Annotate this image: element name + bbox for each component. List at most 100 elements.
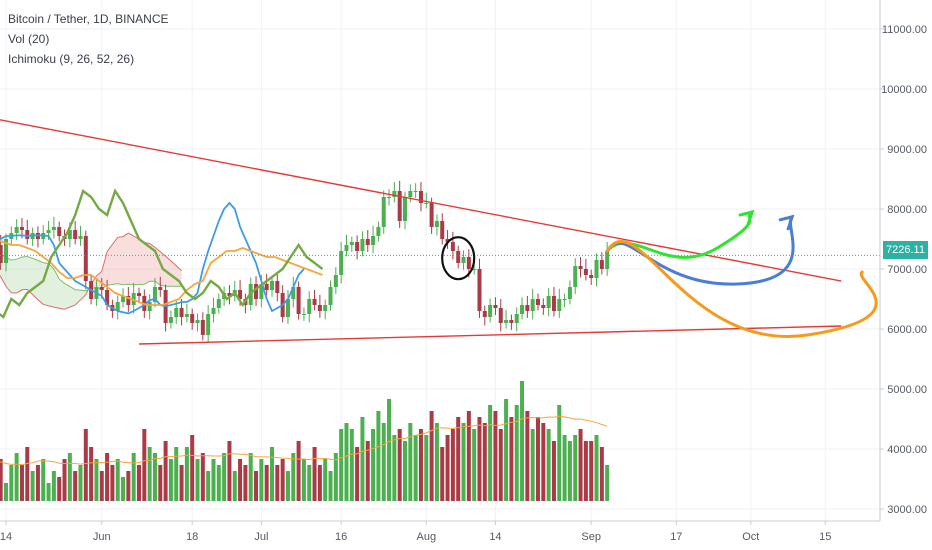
volume-bar [30,471,35,501]
volume-bar [275,465,280,501]
candle-body [301,314,306,315]
volume-bar [131,453,136,501]
volume-bar [126,471,131,501]
volume-bar [403,441,407,501]
time-axis-label: Oct [742,531,759,543]
candle-body [599,260,604,269]
highlight-circle [441,236,476,281]
candle-body [440,221,445,239]
volume-bar [333,453,338,501]
price-axis-label: 8000.00 [887,204,927,216]
candle-body [514,314,519,323]
candle-body [105,290,110,305]
cloud-segment [75,289,81,305]
ichimoku-cloud [0,232,182,310]
candle-body [488,305,493,317]
ichimoku-indicator-label[interactable]: Ichimoku (9, 26, 52, 26) [8,52,135,66]
volume-bar [365,441,370,501]
price-axis-label: 7000.00 [887,264,927,276]
candle-body [589,275,594,278]
volume-bar [280,459,285,501]
candle-body [520,305,525,314]
symbol-label[interactable]: Bitcoin / Tether, 1D, BINANCE [8,12,169,26]
volume-bar [482,423,487,501]
volume-bar [477,417,482,501]
volume-bar [89,447,94,501]
volume-bar [339,429,344,501]
candle-body [339,251,344,275]
cloud-segment [80,290,86,300]
candle-body [562,299,567,300]
time-axis-label: 15 [819,531,831,543]
candle-body [137,293,141,296]
time-axis-label: 17 [670,531,682,543]
volume-bar [35,465,40,501]
indicator-lines [0,188,324,319]
volume-bar [137,465,141,501]
volume-bar [599,447,604,501]
projection-curve-blue [605,215,795,286]
cloud-segment [165,256,171,287]
volume-bar [355,447,360,501]
volume-bar [46,483,51,501]
cloud-segment [21,256,28,290]
volume-bar [344,423,349,501]
cloud-segment [139,239,145,285]
candle-body [403,197,407,221]
candle-body [567,287,572,299]
candle-body [445,239,450,242]
candle-body [285,299,290,317]
volume-bar [62,459,67,501]
volume-bar [259,459,264,501]
candle-body [73,230,78,239]
candle-body [200,320,205,335]
volume-bar [418,429,423,501]
volume-bar [190,435,195,501]
volume-bar [567,441,572,501]
candle-body [291,287,296,299]
volume-bar [397,429,402,501]
candle-body [387,197,392,198]
candle-body [184,314,189,317]
volume-bar [73,471,78,501]
volume-bar [99,471,104,501]
last-price-tag: 7226.11 [883,241,928,259]
volume-bar [546,429,551,501]
candle-body [147,302,152,311]
volume-bar [296,441,301,501]
candle-body [152,287,157,302]
volume-bar [498,429,503,501]
candle-body [115,302,120,311]
volume-bar [83,429,88,501]
candle-body [51,227,56,230]
candle-body [349,242,354,245]
volume-bar [115,459,120,501]
cloud-segment [149,243,155,282]
volume-indicator-label[interactable]: Vol (20) [8,32,50,46]
candle-body [168,317,173,323]
cloud-segment [59,279,65,310]
volume-bar [121,477,126,501]
candles [0,180,610,342]
candle-body [365,239,370,245]
volume-bar [142,429,147,501]
candle-body [4,239,8,263]
volume-bar [376,411,381,501]
candle-body [174,308,179,317]
price-axis-label: 9000.00 [887,144,927,156]
volume-bar [0,459,3,501]
volume-bar [472,429,477,501]
volume-bar [408,423,413,501]
price-axis-label: 5000.00 [887,384,927,396]
volume-bar [285,471,290,501]
senkou-span-a-line [0,254,182,292]
time-axis-label: Sep [581,531,601,543]
volume-bar [264,465,269,501]
volume-bar [573,435,578,501]
candle-body [493,305,498,308]
price-axis-label: 6000.00 [887,324,927,336]
candle-body [530,299,535,311]
candle-body [450,242,455,251]
volume-bar [307,465,312,501]
